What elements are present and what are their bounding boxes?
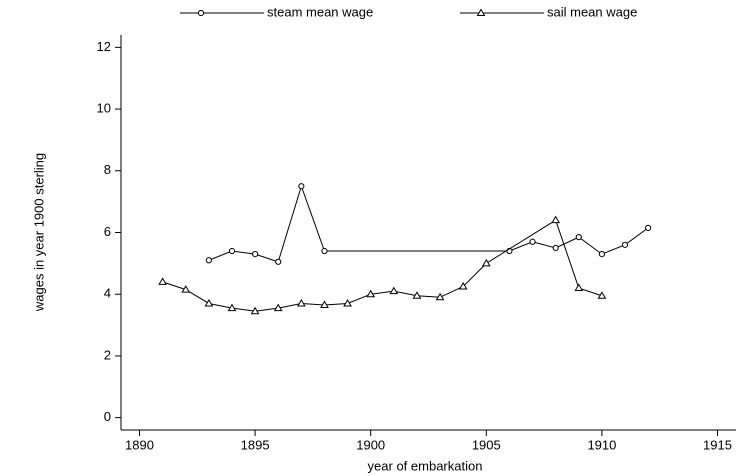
point	[529, 238, 536, 245]
point	[366, 289, 376, 298]
point	[412, 291, 422, 299]
y-tick-label: 4	[104, 286, 111, 301]
x-axis-label: year of embarkation	[368, 458, 483, 473]
point	[275, 258, 282, 265]
y-tick-label: 0	[104, 409, 111, 424]
point	[481, 258, 491, 267]
y-tick-label: 10	[97, 101, 111, 116]
x-tick-label: 1895	[241, 437, 270, 452]
point	[645, 224, 652, 231]
y-tick-label: 12	[97, 39, 111, 54]
point	[228, 247, 236, 255]
y-tick-label: 6	[104, 224, 111, 239]
point	[574, 283, 584, 292]
legend-marker	[197, 9, 205, 17]
point	[204, 298, 214, 307]
x-tick-label: 1915	[703, 437, 732, 452]
legend-marker	[476, 8, 486, 16]
legend-label: sail mean wage	[547, 4, 637, 19]
point	[227, 303, 237, 312]
x-tick-label: 1905	[472, 437, 501, 452]
x-tick-label: 1900	[356, 437, 385, 452]
point	[251, 251, 259, 258]
point	[343, 298, 352, 307]
point	[551, 215, 561, 224]
point	[575, 234, 582, 241]
point	[273, 303, 283, 312]
line	[208, 184, 649, 263]
point	[181, 285, 191, 293]
point	[458, 282, 468, 290]
point	[158, 277, 167, 285]
x-tick-label: 1890	[125, 437, 154, 452]
y-axis-label: wages in year 1900 sterling	[31, 153, 46, 312]
y-tick-label: 2	[104, 347, 111, 362]
x-tick-label: 1910	[587, 437, 616, 452]
point	[321, 247, 328, 255]
point	[320, 300, 329, 309]
point	[598, 251, 606, 258]
point	[250, 306, 260, 315]
point	[552, 244, 559, 252]
point	[389, 286, 399, 295]
line	[162, 219, 603, 312]
point	[205, 257, 212, 264]
point	[296, 298, 306, 307]
point	[597, 291, 607, 299]
y-tick-label: 8	[104, 162, 111, 177]
point	[621, 241, 629, 248]
point	[298, 183, 305, 190]
legend-label: steam mean wage	[267, 4, 373, 19]
point	[435, 292, 445, 301]
